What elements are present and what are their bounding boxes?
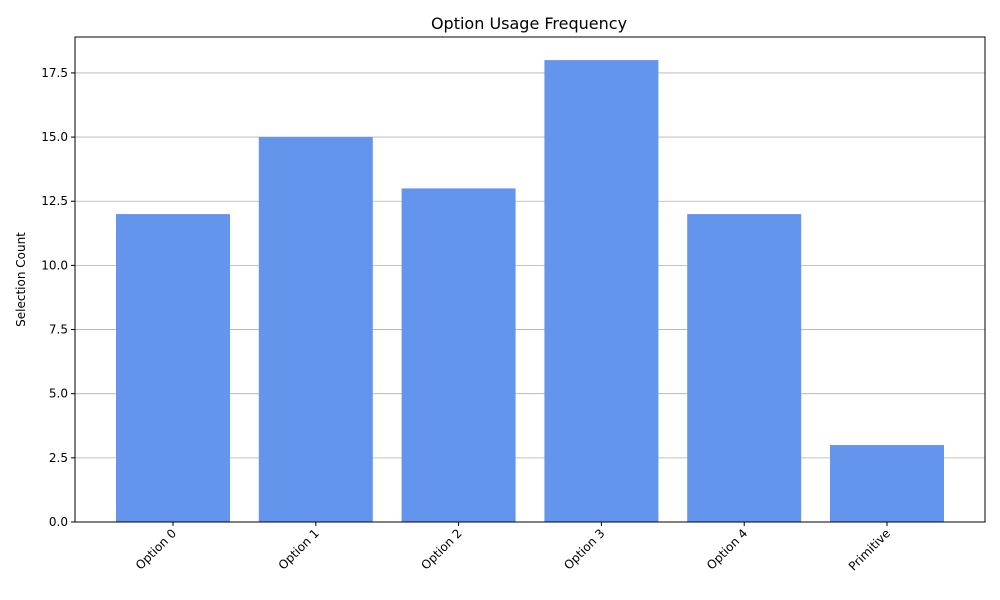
- x-axis: Option 0 Option 1 Option 2 Option 3 Option 4…: [133, 522, 893, 573]
- bar-option-3: [544, 60, 659, 522]
- bars: [116, 60, 944, 523]
- y-axis-label: Selection Count: [14, 232, 28, 327]
- y-tick-label: 15.0: [41, 130, 68, 144]
- y-tick-label: 0.0: [49, 515, 68, 529]
- y-tick-label: 7.5: [49, 323, 68, 337]
- x-tick-label: Option 2: [418, 526, 464, 572]
- bar-option-2: [401, 188, 516, 523]
- x-tick-label: Option 3: [561, 526, 607, 572]
- chart-title: Option Usage Frequency: [431, 14, 627, 33]
- x-tick-label: Option 1: [276, 526, 322, 572]
- y-tick-label: 17.5: [41, 66, 68, 80]
- plot-frame: [74, 36, 986, 523]
- x-tick-label: Option 4: [704, 526, 750, 572]
- x-tick-label: Option 0: [133, 526, 179, 572]
- y-tick-label: 12.5: [41, 194, 68, 208]
- y-tick-label: 2.5: [49, 451, 68, 465]
- bar-primitive: [830, 445, 944, 522]
- y-tick-label: 5.0: [49, 387, 68, 401]
- bar-option-4: [687, 214, 802, 523]
- bar-option-0: [116, 214, 230, 523]
- bar-option-1: [258, 137, 373, 523]
- x-tick-label: Primitive: [846, 526, 893, 573]
- y-tick-label: 10.0: [41, 258, 68, 272]
- y-axis: 0.0 2.5 5.0 7.5 10.0 12.5 15.0 17.5: [41, 66, 75, 529]
